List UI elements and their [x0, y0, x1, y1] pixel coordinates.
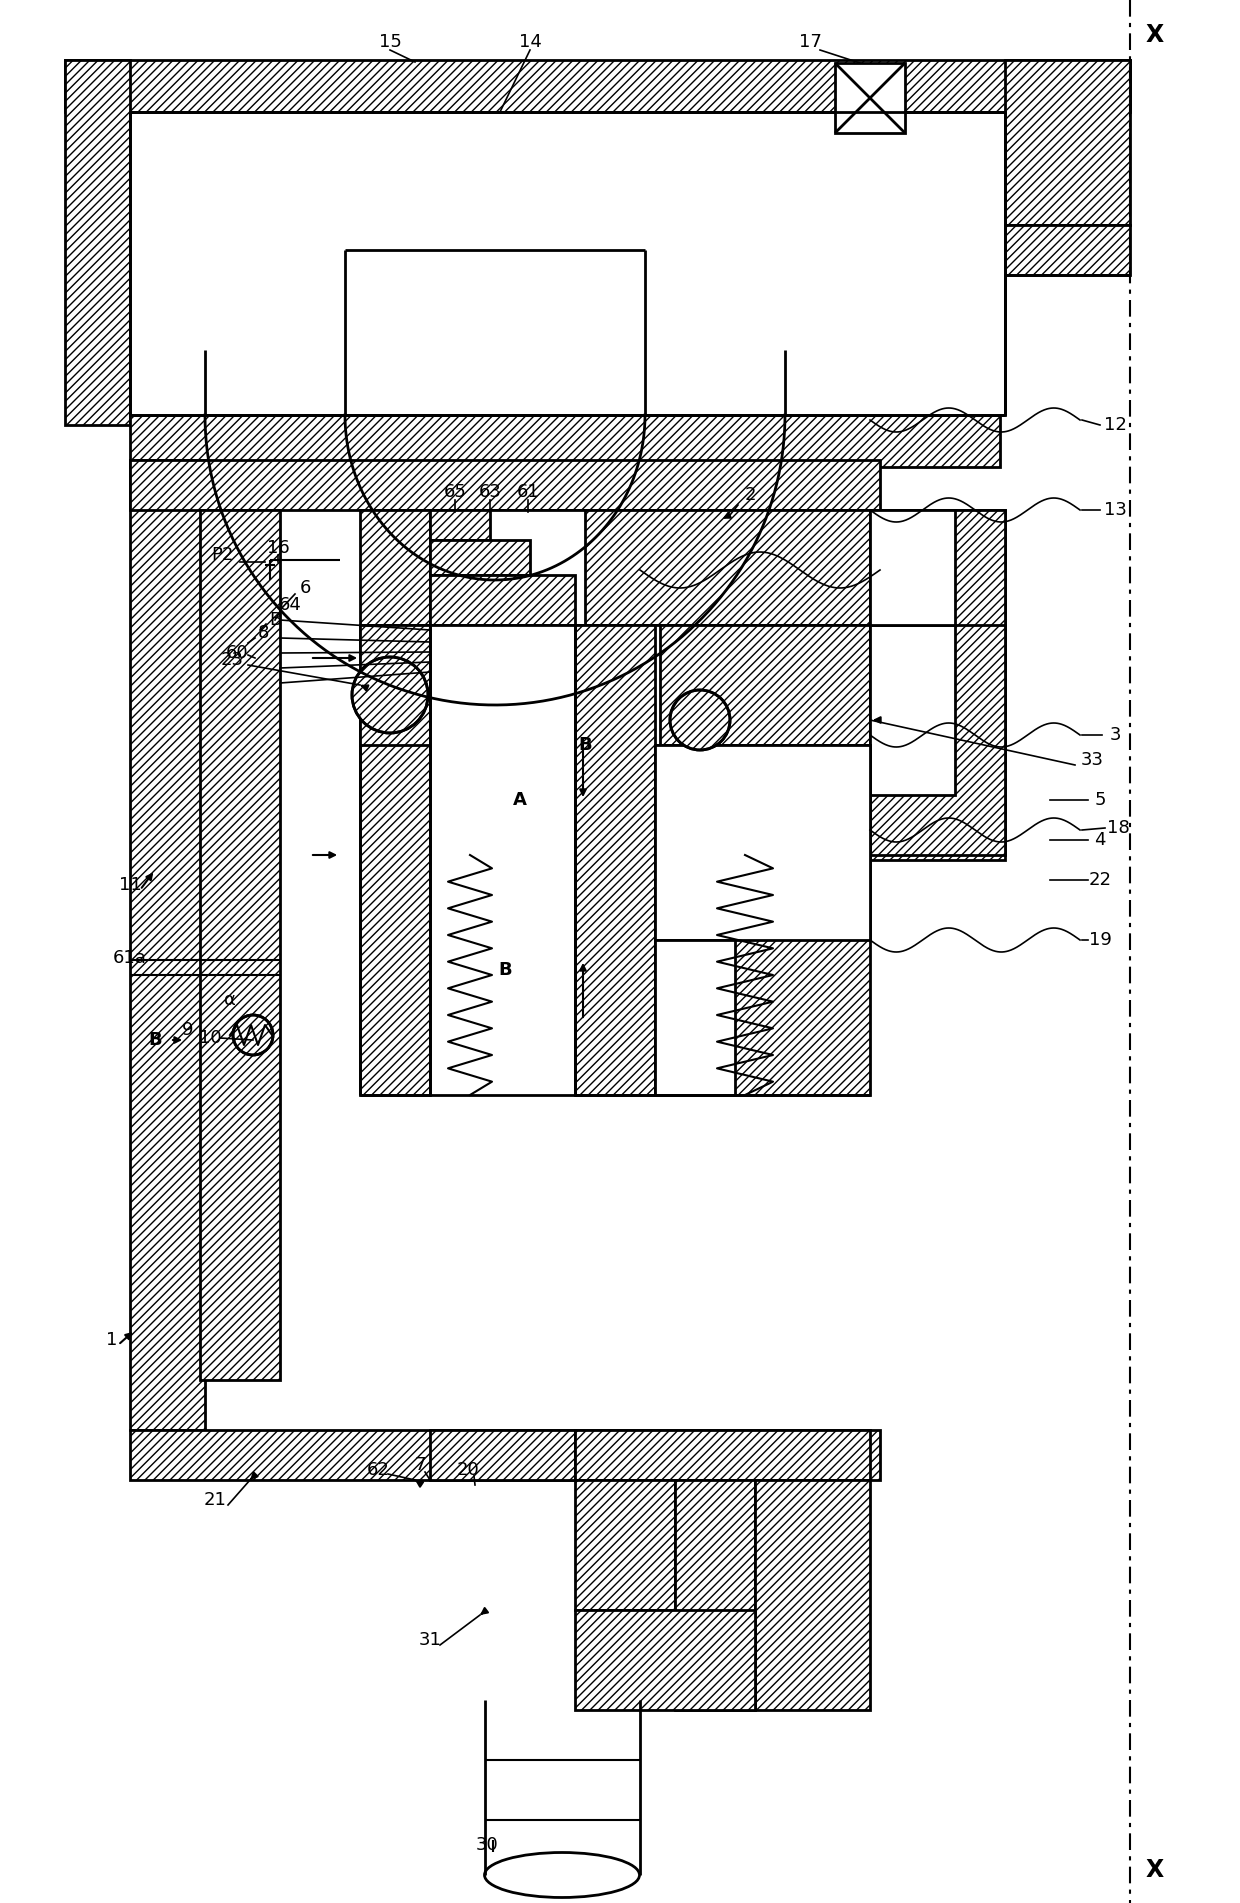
Bar: [870, 510, 955, 624]
Text: 31: 31: [419, 1631, 441, 1650]
Bar: [675, 1481, 755, 1711]
Bar: [64, 61, 1130, 112]
Bar: [360, 510, 1004, 624]
Text: A: A: [513, 792, 527, 809]
Bar: [655, 744, 870, 940]
Bar: [575, 1610, 755, 1711]
Bar: [575, 1481, 675, 1610]
Text: 10: 10: [198, 1030, 221, 1047]
Bar: [360, 624, 430, 1094]
Text: 6: 6: [299, 579, 311, 598]
Bar: [430, 575, 575, 624]
Bar: [430, 624, 575, 1094]
Bar: [870, 624, 955, 795]
Text: 9: 9: [182, 1022, 193, 1039]
Bar: [755, 1481, 870, 1711]
Bar: [360, 624, 1004, 744]
Bar: [430, 624, 660, 744]
Text: B: B: [149, 1031, 161, 1049]
Circle shape: [352, 657, 428, 733]
Text: 14: 14: [518, 32, 542, 51]
Text: 2: 2: [744, 485, 755, 504]
Text: α: α: [224, 991, 236, 1009]
Text: 16: 16: [267, 539, 289, 558]
Text: 4: 4: [1094, 832, 1106, 849]
Text: 15: 15: [378, 32, 402, 51]
Bar: [130, 1429, 880, 1481]
Text: 23: 23: [221, 651, 243, 670]
Bar: [870, 510, 1004, 860]
Text: 64: 64: [279, 596, 301, 615]
Text: 33: 33: [1080, 752, 1104, 769]
Text: 62: 62: [367, 1462, 389, 1479]
Bar: [1004, 225, 1130, 276]
Text: 8: 8: [258, 624, 269, 641]
Text: B: B: [578, 736, 591, 754]
Bar: [200, 510, 280, 1380]
Text: X: X: [1146, 1857, 1164, 1882]
Text: 61: 61: [517, 483, 539, 500]
Bar: [64, 61, 130, 424]
Text: 13: 13: [1104, 500, 1126, 520]
Text: 22: 22: [1089, 872, 1111, 889]
Bar: [575, 624, 655, 1094]
Ellipse shape: [485, 1852, 640, 1897]
Text: 19: 19: [1089, 931, 1111, 950]
Bar: [430, 510, 490, 540]
Bar: [430, 1429, 575, 1481]
Text: 61a: 61a: [113, 950, 146, 967]
Text: 65: 65: [444, 483, 466, 500]
Text: X: X: [1146, 23, 1164, 48]
Circle shape: [670, 691, 730, 750]
Circle shape: [233, 1014, 273, 1054]
Text: 30: 30: [476, 1836, 498, 1854]
Text: 1: 1: [107, 1330, 118, 1349]
Text: 20: 20: [456, 1462, 480, 1479]
Text: 17: 17: [799, 32, 821, 51]
Bar: [655, 940, 735, 1094]
Text: 12: 12: [1104, 417, 1126, 434]
Bar: [575, 1429, 870, 1481]
Bar: [130, 112, 1004, 415]
Text: 3: 3: [1110, 727, 1121, 744]
Bar: [430, 540, 529, 575]
Text: P2: P2: [211, 546, 233, 563]
Bar: [870, 624, 1004, 854]
Bar: [430, 510, 585, 624]
Bar: [655, 744, 870, 1094]
Text: 7: 7: [414, 1456, 425, 1475]
Text: B: B: [498, 961, 512, 978]
Bar: [1004, 61, 1130, 225]
Text: 5: 5: [1094, 792, 1106, 809]
Text: 11: 11: [119, 875, 141, 894]
Bar: [130, 461, 880, 510]
Text: 21: 21: [203, 1490, 227, 1509]
Bar: [130, 415, 999, 466]
Text: 63: 63: [479, 483, 501, 500]
Text: B: B: [269, 611, 281, 630]
Bar: [835, 63, 905, 133]
Bar: [130, 461, 205, 1429]
Text: 18: 18: [1106, 818, 1130, 837]
Text: 60: 60: [226, 643, 248, 662]
